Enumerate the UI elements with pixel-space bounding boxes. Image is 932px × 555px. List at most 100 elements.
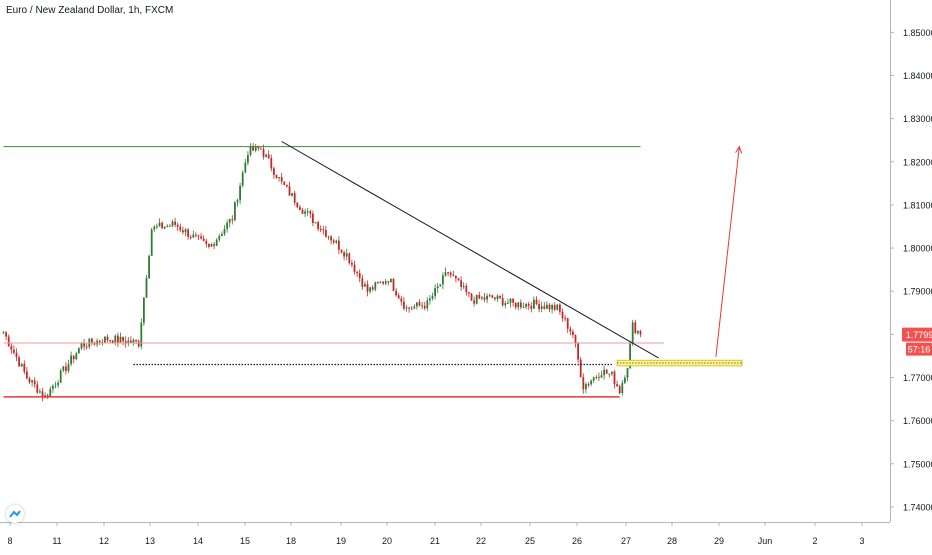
candle-body xyxy=(569,328,572,332)
candle-body xyxy=(312,213,314,223)
candle-body xyxy=(260,148,262,150)
candle-body xyxy=(244,162,247,173)
candle-body xyxy=(286,185,288,187)
candle-body xyxy=(184,229,187,233)
candle-body xyxy=(257,146,260,149)
candle-body xyxy=(44,395,46,397)
candle-body xyxy=(156,226,158,228)
candle-body xyxy=(189,236,192,238)
x-tick-label: 8 xyxy=(7,536,12,546)
candle-body xyxy=(592,377,595,381)
candle-body xyxy=(72,355,75,360)
candle-body xyxy=(535,299,538,305)
candle-body xyxy=(33,380,36,385)
candle-body xyxy=(556,304,559,310)
candle-body xyxy=(616,384,618,387)
candle-body xyxy=(629,342,631,369)
candle-body xyxy=(631,322,634,343)
candle-body xyxy=(358,273,361,279)
candle-body xyxy=(153,226,156,230)
candle-body xyxy=(218,235,221,240)
candle-body xyxy=(470,293,473,301)
y-tick-label: 1.80000 xyxy=(903,244,932,254)
candle-body xyxy=(351,263,353,265)
candle-body xyxy=(468,292,470,294)
candle-body xyxy=(527,303,530,306)
candle-body xyxy=(288,186,291,196)
candle-body xyxy=(327,236,330,238)
candle-body xyxy=(291,193,293,196)
x-tick-label: 29 xyxy=(714,536,724,546)
candle-body xyxy=(382,281,384,284)
candle-body xyxy=(179,226,182,231)
candle-body xyxy=(314,222,317,224)
candle-body xyxy=(626,368,629,378)
x-tick-label: 3 xyxy=(859,536,864,546)
candle-body xyxy=(335,240,338,243)
candle-body xyxy=(192,234,195,238)
candle-body xyxy=(332,240,335,243)
candle-body xyxy=(117,335,119,343)
candle-body xyxy=(621,382,624,394)
chart-title: Euro / New Zealand Dollar, 1h, FXCM xyxy=(6,5,174,16)
countdown-label: 57:16 xyxy=(908,345,931,355)
candle-body xyxy=(293,193,296,203)
candle-body xyxy=(296,202,299,208)
candle-body xyxy=(182,230,184,233)
candle-body xyxy=(572,331,574,336)
candle-body xyxy=(270,158,273,169)
candle-body xyxy=(361,278,364,287)
last-price-label: 1.77993 xyxy=(906,330,932,340)
candle-body xyxy=(119,336,122,343)
candle-body xyxy=(574,335,577,344)
candle-body xyxy=(520,302,522,308)
candle-body xyxy=(551,305,553,310)
candle-body xyxy=(65,366,67,371)
candle-body xyxy=(452,274,455,277)
candle-body xyxy=(387,281,390,283)
y-tick-label: 1.77000 xyxy=(903,373,932,383)
candle-body xyxy=(603,369,605,376)
candle-body xyxy=(582,377,585,390)
candle-body xyxy=(348,253,351,264)
target-arrow-line[interactable] xyxy=(715,146,740,357)
candle-body xyxy=(210,244,213,247)
candle-body xyxy=(639,331,642,335)
candle-body xyxy=(322,229,325,231)
candle-body xyxy=(426,300,429,309)
candle-body xyxy=(481,297,483,299)
candle-body xyxy=(377,282,379,284)
candle-body xyxy=(52,385,54,389)
candle-body xyxy=(379,281,382,283)
candle-body xyxy=(473,300,475,304)
candle-body xyxy=(338,240,340,250)
candle-body xyxy=(111,340,114,344)
candle-body xyxy=(421,305,423,307)
x-tick-label: 27 xyxy=(621,536,631,546)
candle-body xyxy=(400,298,403,302)
candle-body xyxy=(637,331,639,334)
candle-body xyxy=(273,168,275,175)
x-tick-label: 28 xyxy=(667,536,677,546)
candle-body xyxy=(429,298,431,301)
candle-body xyxy=(187,229,189,237)
candle-body xyxy=(226,222,228,229)
candle-body xyxy=(483,297,486,300)
candle-body xyxy=(54,385,57,387)
candle-body xyxy=(163,226,166,229)
x-tick-label: 18 xyxy=(286,536,296,546)
candle-body xyxy=(158,222,161,227)
candle-body xyxy=(306,211,309,213)
candle-body xyxy=(423,305,426,309)
candle-body xyxy=(57,382,59,386)
trend-line[interactable] xyxy=(281,141,659,359)
candle-body xyxy=(449,272,452,275)
candle-body xyxy=(10,345,13,350)
tradingview-logo-icon[interactable] xyxy=(6,505,24,523)
candle-body xyxy=(200,236,202,239)
candle-body xyxy=(67,364,70,371)
candle-body xyxy=(488,295,491,297)
x-tick-label: 11 xyxy=(52,536,61,546)
candle-body xyxy=(439,284,442,287)
